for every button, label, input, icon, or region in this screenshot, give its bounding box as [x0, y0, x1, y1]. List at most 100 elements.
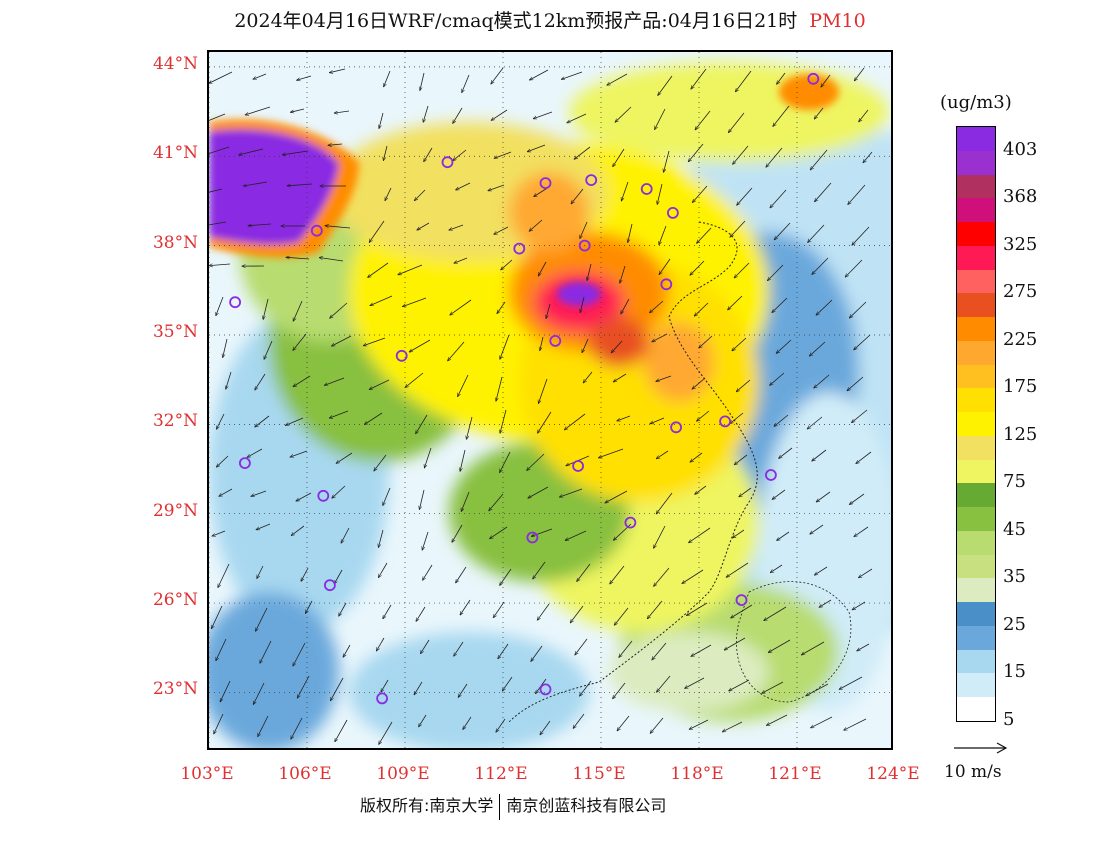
wind-vector — [575, 638, 588, 655]
wind-vector — [767, 714, 788, 725]
wind-vector — [297, 675, 310, 698]
copyright: 版权所有:南京大学 南京创蓝科技有限公司 — [360, 792, 666, 820]
wind-vector — [621, 181, 629, 201]
wind-vector — [614, 607, 629, 625]
wind-vector — [652, 333, 668, 342]
wind-vector — [463, 716, 472, 730]
wind-vector — [580, 296, 585, 313]
wind-vector — [291, 717, 303, 739]
wind-vector — [374, 454, 387, 471]
wind-vector — [343, 644, 351, 657]
wind-vector — [807, 416, 823, 429]
wind-vector — [726, 562, 749, 577]
colorbar-segment — [957, 364, 995, 389]
city-site-marker — [765, 469, 777, 481]
legend-label: 325 — [1003, 233, 1038, 255]
latitude-label: 35°N — [152, 321, 198, 342]
wind-vector — [324, 377, 345, 385]
wind-vector — [419, 489, 425, 510]
wind-vector — [454, 257, 468, 263]
wind-vector — [656, 492, 673, 514]
wind-vector — [691, 644, 712, 656]
title-variable: PM10 — [809, 10, 866, 32]
wind-vector — [854, 526, 869, 537]
wind-vector — [414, 681, 423, 695]
wind-vector — [286, 257, 310, 259]
wind-vector — [529, 219, 543, 231]
wind-vector — [297, 75, 312, 80]
legend-label: 35 — [1003, 566, 1026, 588]
colorbar-segment — [957, 150, 995, 175]
wind-vector — [647, 600, 663, 619]
wind-vector — [848, 184, 866, 205]
wind-vector — [489, 493, 504, 511]
wind-vector — [619, 640, 633, 657]
wind-vector — [260, 640, 272, 663]
colorbar-segment — [957, 198, 995, 223]
wind-vector — [330, 677, 344, 701]
wind-vector — [255, 373, 266, 390]
wind-vector — [737, 187, 753, 205]
wind-vector — [416, 414, 428, 434]
wind-vector — [219, 488, 233, 496]
wind-vector — [812, 257, 829, 274]
wind-vector — [582, 338, 589, 353]
wind-vector — [857, 643, 870, 651]
colorbar-segment — [957, 340, 995, 366]
wind-vector — [453, 149, 467, 161]
wind-vector — [245, 106, 271, 115]
wind-vector — [728, 295, 743, 310]
wind-vector — [264, 340, 273, 359]
wind-vector — [500, 568, 512, 585]
longitude-label: 106°E — [278, 764, 332, 784]
wind-vector — [216, 413, 225, 429]
wind-vector — [732, 529, 745, 538]
wind-vector — [776, 339, 792, 353]
wind-vector — [211, 605, 223, 629]
map-frame — [207, 50, 893, 750]
wind-vector — [461, 491, 470, 512]
wind-vector — [736, 379, 751, 392]
wind-reference-arrow — [954, 742, 1008, 754]
pollution-field — [209, 62, 891, 748]
wind-vector — [685, 677, 705, 688]
wind-vector — [694, 302, 709, 316]
city-site-marker — [376, 692, 389, 705]
colorbar-segment — [957, 697, 995, 722]
wind-vector — [305, 600, 313, 613]
map-title: 2024年04月16日WRF/cmaq模式12km预报产品:04月16日21时 P… — [0, 6, 1100, 33]
wind-vector — [369, 220, 385, 242]
wind-vector — [384, 70, 391, 87]
wind-vector — [735, 70, 752, 92]
colorbar-segment — [957, 245, 995, 271]
wind-vector — [854, 67, 865, 81]
wind-vector — [806, 683, 829, 696]
wind-vector — [490, 526, 508, 539]
wind-vector — [571, 188, 584, 204]
wind-vector — [816, 491, 831, 502]
wind-vector — [370, 295, 393, 306]
city-site-marker — [239, 457, 251, 470]
wind-vector — [286, 417, 304, 425]
wind-vector — [814, 107, 824, 119]
city-site-marker — [624, 516, 637, 529]
wind-vector — [493, 601, 505, 618]
legend-label: 175 — [1003, 376, 1038, 398]
legend-label: 403 — [1003, 138, 1038, 160]
wind-vector — [770, 564, 783, 573]
wind-vector — [854, 334, 871, 350]
wind-vector — [811, 716, 833, 728]
wind-vector — [502, 676, 513, 691]
colorbar-segment — [957, 530, 995, 556]
wind-vector — [500, 409, 507, 433]
legend-label: 25 — [1003, 613, 1026, 635]
longitude-label: 112°E — [474, 764, 528, 784]
wind-vector — [379, 112, 384, 129]
city-site-marker — [395, 349, 408, 362]
legend-label: 15 — [1003, 661, 1026, 683]
wind-vector — [336, 452, 353, 463]
wind-vector — [650, 417, 665, 424]
wind-vector — [409, 339, 431, 352]
wind-vector — [293, 333, 307, 350]
city-site-marker — [670, 421, 683, 434]
